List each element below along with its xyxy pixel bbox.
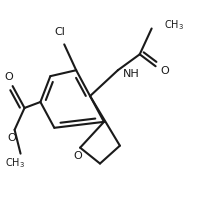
Text: O: O [7, 133, 16, 143]
Text: Cl: Cl [55, 27, 66, 37]
Text: CH$_3$: CH$_3$ [5, 157, 25, 170]
Text: O: O [4, 72, 13, 82]
Text: NH: NH [123, 69, 140, 79]
Text: O: O [161, 66, 169, 76]
Text: CH$_3$: CH$_3$ [164, 19, 184, 32]
Text: O: O [73, 151, 82, 161]
